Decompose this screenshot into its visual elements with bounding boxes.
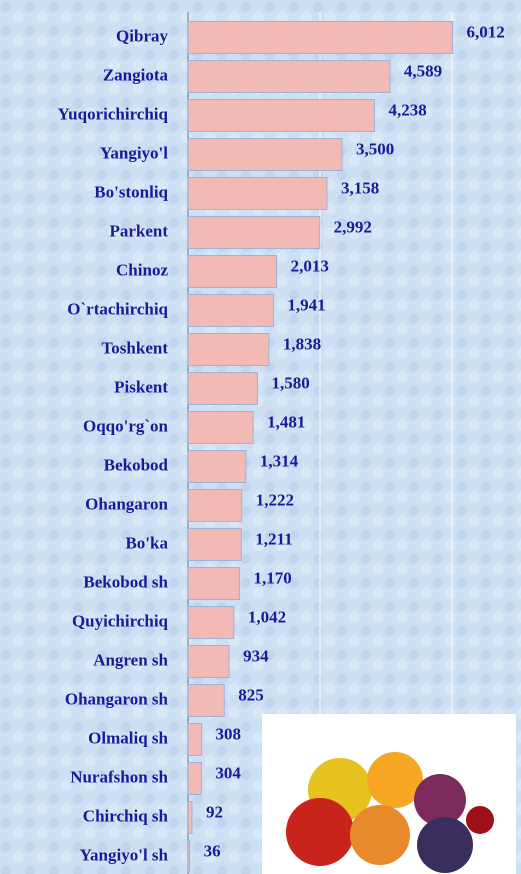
value-label: 308 [216,724,242,743]
bar [187,840,191,873]
category-label: Nurafshon sh [70,767,168,786]
bar [187,450,247,483]
value-label: 3,158 [341,178,379,197]
category-label: Quyichirchiq [72,611,169,630]
value-label: 3,500 [356,139,394,158]
category-label: Parkent [109,221,168,240]
bar [187,177,328,210]
bar [187,294,274,327]
value-label: 1,481 [267,412,305,431]
bar [187,567,240,600]
bar [187,723,203,756]
category-label: Chirchiq sh [83,806,169,825]
category-label: Qibray [116,26,168,45]
value-label: 6,012 [467,22,505,41]
bar [187,60,391,93]
value-label: 4,589 [404,61,442,80]
category-label: Bo'ka [125,533,168,552]
value-label: 1,941 [287,295,325,314]
bar [187,372,259,405]
bar [187,255,278,288]
category-label: Yuqorichirchiq [57,104,168,123]
category-label: Toshkent [102,338,169,357]
bar [187,762,202,795]
value-label: 2,013 [291,256,329,275]
category-label: Angren sh [93,650,168,669]
fruit-image [262,714,516,874]
bar [187,684,225,717]
value-label: 4,238 [388,100,426,119]
bar [187,21,454,54]
value-label: 1,042 [248,607,286,626]
category-label: Bo'stonliq [94,182,168,201]
bar [187,606,235,639]
category-label: Olmaliq sh [88,728,168,747]
value-label: 1,314 [260,451,299,470]
category-label: Chinoz [116,260,168,279]
value-label: 304 [215,763,241,782]
category-label: O`rtachirchiq [67,299,168,318]
value-label: 1,222 [256,490,294,509]
value-label: 825 [238,685,263,704]
value-label: 92 [206,802,223,821]
bar [187,489,243,522]
bar [187,333,270,366]
category-label: Ohangaron sh [65,689,169,708]
category-label: Yangiyo'l sh [80,845,169,864]
category-label: Bekobod [104,455,169,474]
category-label: Zangiota [103,65,169,84]
category-label: Bekobod sh [83,572,168,591]
category-label: Yangiyo'l [100,143,168,162]
category-label: Oqqo'rg`on [83,416,169,435]
value-label: 1,838 [283,334,321,353]
value-label: 36 [204,841,221,860]
category-label: Ohangaron [85,494,168,513]
bar [187,99,375,132]
bar [187,801,193,834]
value-label: 1,211 [255,529,292,548]
category-label: Piskent [114,377,168,396]
value-label: 2,992 [334,217,372,236]
value-label: 1,580 [272,373,310,392]
bar [187,411,254,444]
bar [187,528,242,561]
value-label: 934 [243,646,269,665]
value-label: 1,170 [253,568,291,587]
bar [187,216,321,249]
bar [187,138,343,171]
bar [187,645,230,678]
